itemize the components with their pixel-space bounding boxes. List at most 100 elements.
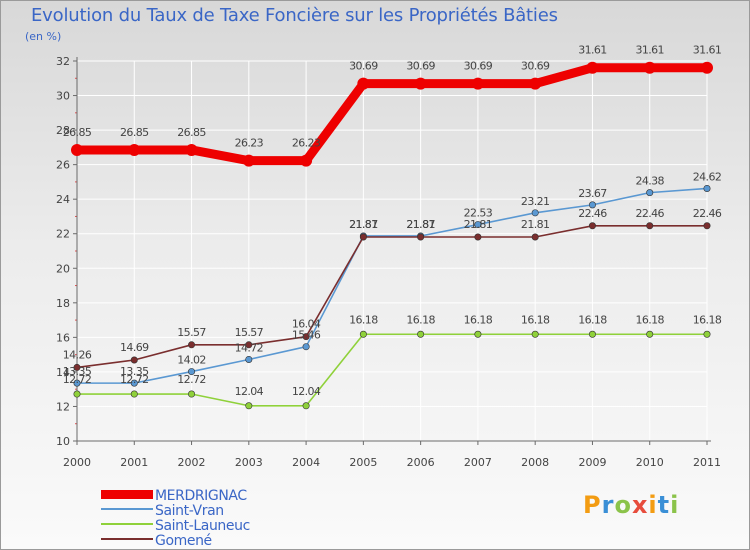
data-label-merdrignac-2005: 30.69 bbox=[349, 60, 378, 73]
data-point-gomene-2003 bbox=[245, 341, 253, 349]
data-label-saint-launeuc-2007: 16.18 bbox=[464, 313, 493, 326]
data-point-merdrignac-2008 bbox=[529, 77, 542, 90]
y-tick-label-16: 16 bbox=[56, 331, 70, 344]
data-label-gomene-2008: 21.81 bbox=[521, 218, 550, 231]
data-point-saint-launeuc-2000 bbox=[73, 390, 81, 398]
data-point-merdrignac-2006 bbox=[414, 77, 427, 90]
data-label-gomene-2000: 14.26 bbox=[63, 348, 92, 361]
legend-swatch-merdrignac bbox=[101, 490, 153, 499]
data-point-gomene-2000 bbox=[73, 363, 81, 371]
data-point-saint-vran-2002 bbox=[188, 368, 196, 376]
data-label-saint-vran-2004: 15.46 bbox=[292, 329, 321, 342]
axes: 10 12 14 16 18 20 22 24 26 28 30 32 2000 2001 2002 2003… bbox=[56, 55, 721, 469]
y-tick-label-18: 18 bbox=[56, 297, 70, 310]
data-point-saint-vran-2003 bbox=[245, 355, 253, 363]
data-point-merdrignac-2009 bbox=[586, 61, 599, 74]
data-point-saint-launeuc-2009 bbox=[588, 330, 596, 338]
data-point-gomene-2004 bbox=[302, 333, 310, 341]
legend-swatch-gomene bbox=[101, 538, 153, 540]
y-tick-label-12: 12 bbox=[56, 400, 70, 413]
data-label-saint-launeuc-2011: 16.18 bbox=[693, 313, 722, 326]
data-point-merdrignac-2001 bbox=[128, 143, 141, 156]
data-label-gomene-2010: 22.46 bbox=[635, 207, 664, 220]
data-label-merdrignac-2008: 30.69 bbox=[521, 60, 550, 73]
data-label-saint-launeuc-2004: 12.04 bbox=[292, 385, 321, 398]
data-label-gomene-2005: 21.81 bbox=[349, 218, 378, 231]
data-label-gomene-2001: 14.69 bbox=[120, 341, 149, 354]
chart-title: Evolution du Taux de Taxe Foncière sur l… bbox=[31, 5, 558, 26]
data-label-saint-vran-2006: 21.87 bbox=[406, 218, 435, 231]
data-point-saint-launeuc-2001 bbox=[130, 390, 138, 398]
series-line-gomene bbox=[76, 224, 708, 369]
data-label-saint-vran-2005: 21.87 bbox=[349, 218, 378, 231]
data-point-saint-vran-2007 bbox=[474, 221, 482, 229]
x-tick-label-2004: 2004 bbox=[292, 456, 320, 469]
data-point-saint-vran-2000 bbox=[73, 379, 81, 387]
data-label-saint-launeuc-2005: 16.18 bbox=[349, 313, 378, 326]
data-point-gomene-2011 bbox=[703, 222, 711, 230]
data-label-saint-vran-2011: 24.62 bbox=[693, 170, 722, 183]
data-point-saint-launeuc-2007 bbox=[474, 330, 482, 338]
x-tick-label-2001: 2001 bbox=[120, 456, 148, 469]
data-label-saint-launeuc-2000: 12.72 bbox=[63, 373, 92, 386]
data-point-saint-launeuc-2002 bbox=[188, 390, 196, 398]
y-tick-label-20: 20 bbox=[56, 262, 70, 275]
data-label-merdrignac-2000: 26.85 bbox=[63, 126, 92, 139]
legend-label-saint-vran: Saint-Vran bbox=[155, 503, 224, 519]
legend-swatch-saint-vran bbox=[101, 508, 153, 510]
data-point-gomene-2007 bbox=[474, 233, 482, 241]
y-tick-label-30: 30 bbox=[56, 90, 70, 103]
data-label-saint-launeuc-2006: 16.18 bbox=[406, 313, 435, 326]
y-tick-label-24: 24 bbox=[56, 193, 70, 206]
data-label-merdrignac-2007: 30.69 bbox=[464, 60, 493, 73]
data-point-saint-launeuc-2003 bbox=[245, 402, 253, 410]
data-point-merdrignac-2005 bbox=[357, 77, 370, 90]
legend-label-gomene: Gomené bbox=[155, 533, 212, 549]
x-tick-label-2002: 2002 bbox=[178, 456, 206, 469]
data-label-gomene-2003: 15.57 bbox=[235, 326, 264, 339]
data-point-gomene-2009 bbox=[588, 222, 596, 230]
x-tick-label-2011: 2011 bbox=[693, 456, 721, 469]
x-tick-label-2000: 2000 bbox=[63, 456, 91, 469]
data-label-merdrignac-2004: 26.23 bbox=[292, 137, 321, 150]
legend-swatch-saint-launeuc bbox=[101, 523, 153, 525]
data-label-saint-vran-2009: 23.67 bbox=[578, 187, 607, 200]
data-label-merdrignac-2006: 30.69 bbox=[406, 60, 435, 73]
data-point-gomene-2006 bbox=[417, 233, 425, 241]
data-point-merdrignac-2002 bbox=[185, 143, 198, 156]
x-tick-label-2007: 2007 bbox=[464, 456, 492, 469]
data-point-merdrignac-2011 bbox=[701, 61, 713, 74]
data-point-gomene-2008 bbox=[531, 233, 539, 241]
data-point-gomene-2001 bbox=[130, 356, 138, 364]
data-label-gomene-2006: 21.81 bbox=[406, 218, 435, 231]
series-points bbox=[71, 61, 713, 410]
data-point-gomene-2005 bbox=[359, 233, 367, 241]
x-tick-label-2006: 2006 bbox=[407, 456, 435, 469]
data-point-merdrignac-2000 bbox=[71, 143, 83, 156]
data-point-merdrignac-2004 bbox=[300, 154, 313, 167]
data-label-saint-launeuc-2002: 12.72 bbox=[177, 373, 206, 386]
data-label-gomene-2007: 21.81 bbox=[464, 218, 493, 231]
data-point-saint-vran-2010 bbox=[646, 189, 654, 197]
data-point-merdrignac-2007 bbox=[471, 77, 484, 90]
data-point-saint-vran-2004 bbox=[302, 343, 310, 351]
series-line-merdrignac bbox=[72, 63, 712, 166]
y-tick-label-14: 14 bbox=[56, 366, 70, 379]
data-point-saint-launeuc-2006 bbox=[417, 330, 425, 338]
series-line-saint-launeuc bbox=[76, 333, 708, 407]
data-label-merdrignac-2010: 31.61 bbox=[635, 44, 664, 57]
data-label-saint-launeuc-2001: 12.72 bbox=[120, 373, 149, 386]
data-point-saint-vran-2008 bbox=[531, 209, 539, 217]
data-label-merdrignac-2009: 31.61 bbox=[578, 44, 607, 57]
data-label-gomene-2009: 22.46 bbox=[578, 207, 607, 220]
proxiti-logo: Proxiti bbox=[583, 491, 680, 519]
x-tick-label-2009: 2009 bbox=[578, 456, 606, 469]
data-point-merdrignac-2003 bbox=[242, 154, 255, 167]
data-point-saint-vran-2011 bbox=[703, 184, 711, 192]
data-point-saint-launeuc-2011 bbox=[703, 330, 711, 338]
legend-label-saint-launeuc: Saint-Launeuc bbox=[155, 518, 250, 534]
x-tick-label-2008: 2008 bbox=[521, 456, 549, 469]
y-axis-unit-label: (en %) bbox=[25, 30, 62, 43]
x-tick-label-2010: 2010 bbox=[636, 456, 664, 469]
